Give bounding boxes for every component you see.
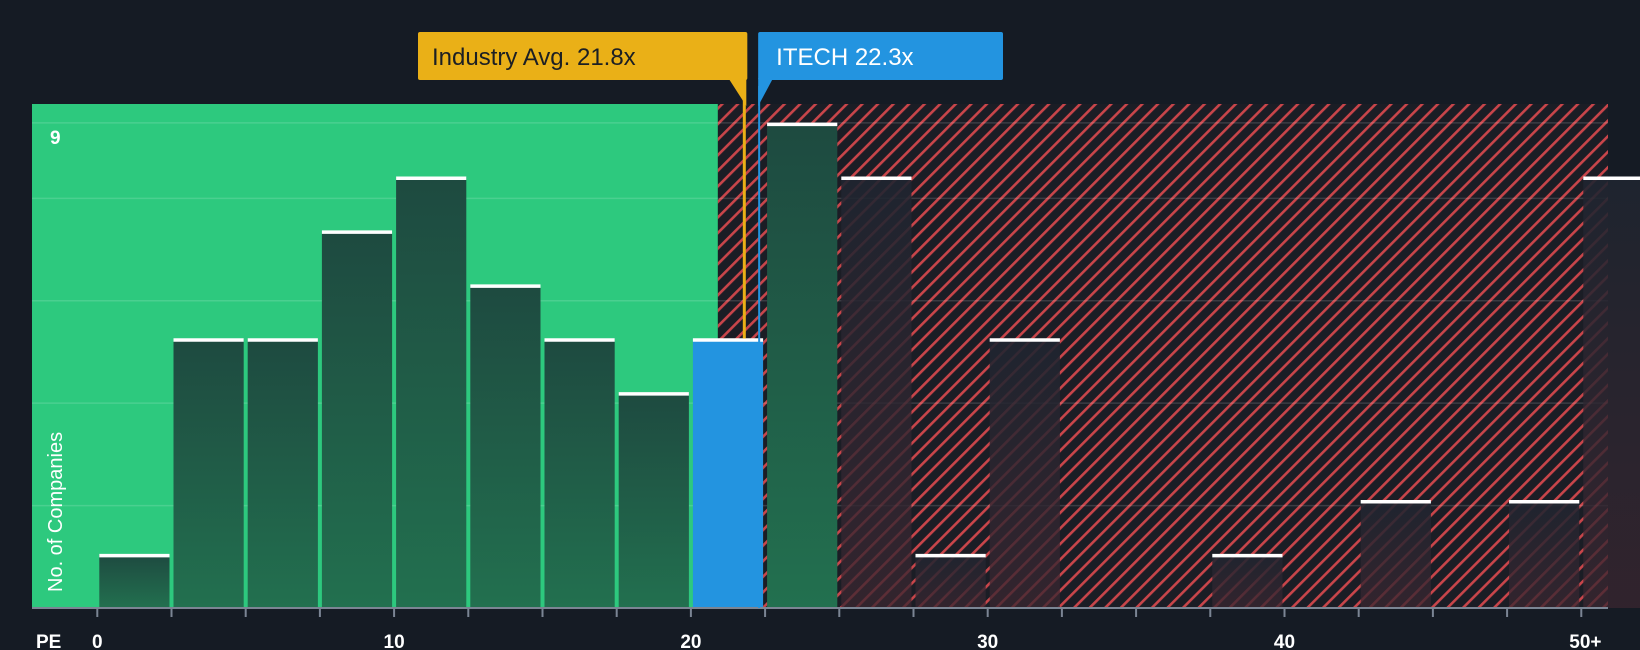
histogram-bar [989, 338, 1060, 608]
histogram-bar [841, 176, 912, 608]
x-axis-title: PE [36, 632, 61, 650]
x-tick-label: 10 [384, 632, 405, 650]
histogram-bar [470, 284, 541, 608]
histogram-bar [99, 554, 170, 608]
histogram-bar [1583, 176, 1640, 608]
company-pe-label: ITECH 22.3x [776, 44, 913, 71]
histogram-bar [396, 176, 467, 608]
histogram-bar [544, 338, 615, 608]
histogram-bar [173, 338, 244, 608]
histogram-bar [321, 230, 393, 608]
y-tick-label: 9 [50, 128, 61, 149]
x-tick-label: 40 [1274, 632, 1295, 650]
histogram-bar [1212, 554, 1283, 608]
histogram-bar [1360, 500, 1431, 608]
histogram-bar [1509, 500, 1580, 608]
histogram-bar [692, 338, 764, 608]
y-axis-ticks: 9 [50, 128, 61, 149]
industry-average-pointer [728, 78, 747, 106]
x-tick-label: 0 [92, 632, 103, 650]
company-pe-callout [758, 32, 1003, 80]
x-tick-label: 50+ [1569, 632, 1601, 650]
company-pe-pointer [758, 78, 774, 106]
y-axis-title: No. of Companies [45, 432, 67, 592]
histogram-bar [915, 554, 986, 608]
x-tick-label: 30 [977, 632, 998, 650]
industry-average-callout [418, 32, 748, 80]
histogram-bar [767, 122, 838, 609]
x-tick-label: 20 [680, 632, 701, 650]
company-pe-marker: ITECH 22.3x [758, 32, 1003, 608]
histogram-bar [247, 338, 318, 608]
industry-average-label: Industry Avg. 21.8x [432, 44, 636, 71]
histogram-bar [618, 392, 689, 608]
industry-average-marker: Industry Avg. 21.8x [418, 32, 748, 339]
x-axis: 0 10 20 30 40 50+ [32, 607, 1608, 650]
histogram-bars [99, 122, 1640, 609]
